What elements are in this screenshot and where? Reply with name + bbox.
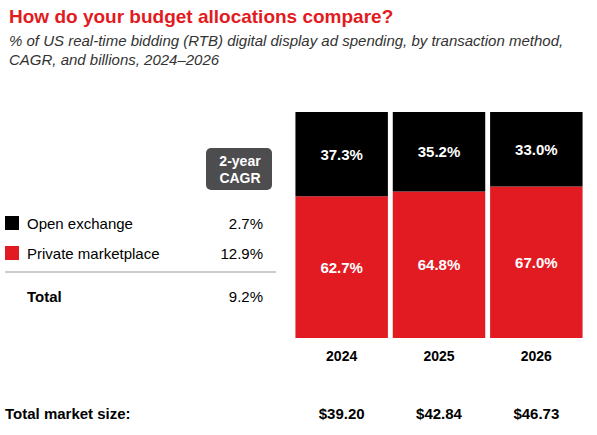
svg-text:64.8%: 64.8% xyxy=(418,256,461,273)
svg-text:9.2%: 9.2% xyxy=(229,288,263,305)
svg-text:How do your budget allocations: How do your budget allocations compare? xyxy=(9,6,393,27)
svg-text:Total: Total xyxy=(27,288,62,305)
svg-text:$39.20: $39.20 xyxy=(319,405,365,422)
svg-text:% of US real-time bidding (RTB: % of US real-time bidding (RTB) digital … xyxy=(9,32,567,49)
svg-text:CAGR, and billions, 2024–2026: CAGR, and billions, 2024–2026 xyxy=(9,51,220,68)
svg-text:12.9%: 12.9% xyxy=(220,245,263,262)
svg-text:2024: 2024 xyxy=(326,348,357,364)
svg-text:2025: 2025 xyxy=(423,348,454,364)
svg-text:67.0%: 67.0% xyxy=(515,254,558,271)
svg-text:33.0%: 33.0% xyxy=(515,141,558,158)
svg-text:Total market size:: Total market size: xyxy=(5,405,131,422)
svg-text:$46.73: $46.73 xyxy=(513,405,559,422)
svg-text:CAGR: CAGR xyxy=(219,170,260,186)
svg-text:2-year: 2-year xyxy=(219,153,261,169)
svg-text:2.7%: 2.7% xyxy=(229,215,263,232)
svg-text:35.2%: 35.2% xyxy=(418,143,461,160)
svg-text:2026: 2026 xyxy=(521,348,552,364)
svg-text:$42.84: $42.84 xyxy=(416,405,463,422)
svg-text:37.3%: 37.3% xyxy=(320,146,363,163)
svg-text:Private marketplace: Private marketplace xyxy=(27,245,160,262)
svg-text:Open exchange: Open exchange xyxy=(27,215,133,232)
svg-text:62.7%: 62.7% xyxy=(320,259,363,276)
